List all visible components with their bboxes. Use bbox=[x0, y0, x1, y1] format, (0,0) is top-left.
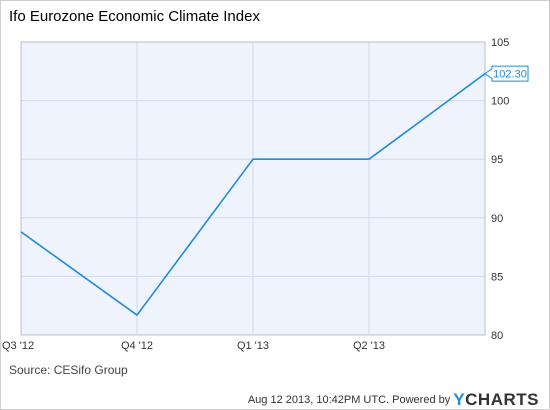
chart-title: Ifo Eurozone Economic Climate Index bbox=[9, 8, 260, 25]
powered-by-label: Powered by bbox=[392, 394, 451, 406]
timestamp: Aug 12 2013, 10:42PM UTC. bbox=[247, 394, 390, 406]
y-tick-label: 95 bbox=[491, 154, 503, 166]
series-line bbox=[20, 73, 486, 316]
y-tick-label: 80 bbox=[491, 330, 503, 342]
x-tick-label: Q3 '12 bbox=[2, 340, 34, 352]
last-value-label: 102.30 bbox=[493, 69, 527, 81]
plot-border bbox=[20, 41, 486, 336]
y-tick-label: 105 bbox=[491, 37, 509, 49]
source-note: Source: CESifo Group bbox=[9, 363, 128, 377]
footer: Aug 12 2013, 10:42PM UTC. Powered by YCH… bbox=[248, 390, 539, 410]
y-tick-label: 90 bbox=[491, 213, 503, 225]
y-tick-label: 100 bbox=[491, 96, 509, 108]
ycharts-logo[interactable]: YCHARTS bbox=[453, 390, 539, 409]
x-tick-label: Q4 '12 bbox=[121, 340, 153, 352]
brand-name: CHARTS bbox=[465, 390, 539, 409]
x-tick-label: Q1 '13 bbox=[237, 340, 269, 352]
x-tick-label: Q2 '13 bbox=[353, 340, 385, 352]
last-value-callout bbox=[484, 65, 529, 82]
brand-prefix: Y bbox=[453, 390, 466, 409]
y-tick-label: 85 bbox=[491, 271, 503, 283]
